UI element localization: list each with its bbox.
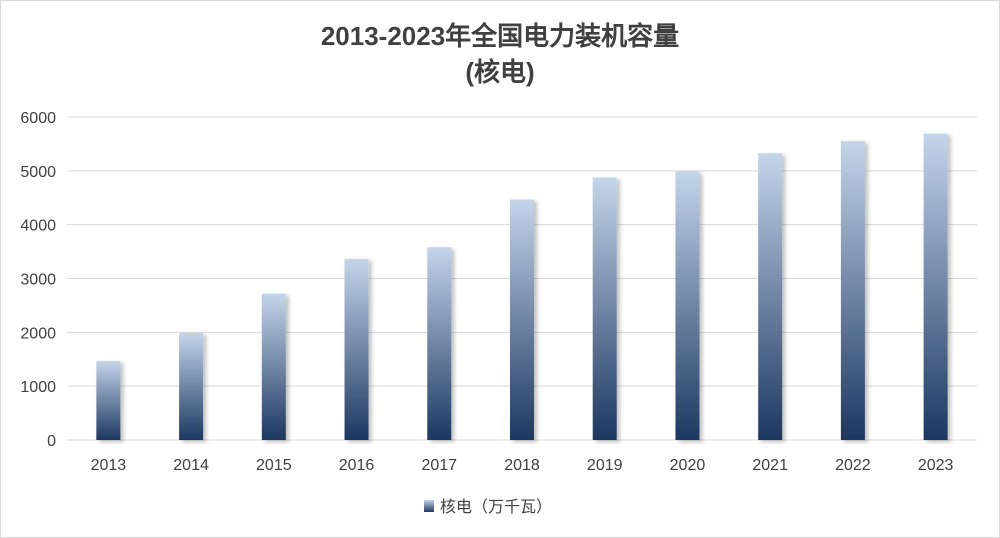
x-tick-label: 2020 <box>670 457 706 474</box>
y-tick-label: 0 <box>47 433 56 450</box>
x-tick-label: 2023 <box>918 457 954 474</box>
x-tick-label: 2015 <box>256 457 292 474</box>
x-tick-label: 2022 <box>835 457 871 474</box>
bar <box>179 332 204 440</box>
x-tick-label: 2016 <box>339 457 375 474</box>
bar <box>923 133 948 440</box>
legend-label: 核电（万千瓦） <box>440 498 552 516</box>
bar <box>261 293 286 440</box>
x-tick-label: 2021 <box>752 457 788 474</box>
y-tick-label: 1000 <box>20 379 56 396</box>
legend-swatch <box>424 500 434 512</box>
y-tick-label: 6000 <box>20 110 56 127</box>
bar <box>758 153 783 440</box>
x-axis-ticks: 2013 2014 2015 2016 2017 2018 2019 2020 2021 2022… <box>91 457 954 474</box>
chart-title: 2013-2023年全国电力装机容量 <box>321 21 679 51</box>
bar <box>96 361 121 440</box>
y-tick-label: 4000 <box>20 218 56 235</box>
chart-subtitle: (核电) <box>465 57 534 87</box>
bar <box>344 258 369 440</box>
bar <box>510 199 534 440</box>
x-tick-label: 2014 <box>173 457 209 474</box>
x-tick-label: 2013 <box>91 457 127 474</box>
y-tick-label: 3000 <box>20 272 56 289</box>
y-axis-ticks: 0 1000 2000 3000 4000 5000 6000 <box>20 110 56 450</box>
bar <box>427 247 452 440</box>
x-tick-label: 2018 <box>504 457 540 474</box>
bar <box>840 141 865 440</box>
y-tick-label: 5000 <box>20 164 56 181</box>
legend: 核电（万千瓦） <box>424 498 552 516</box>
bar <box>592 177 617 440</box>
y-tick-label: 2000 <box>20 325 56 342</box>
x-tick-label: 2019 <box>587 457 623 474</box>
bar <box>675 171 700 440</box>
x-tick-label: 2017 <box>421 457 457 474</box>
bars <box>96 133 948 440</box>
